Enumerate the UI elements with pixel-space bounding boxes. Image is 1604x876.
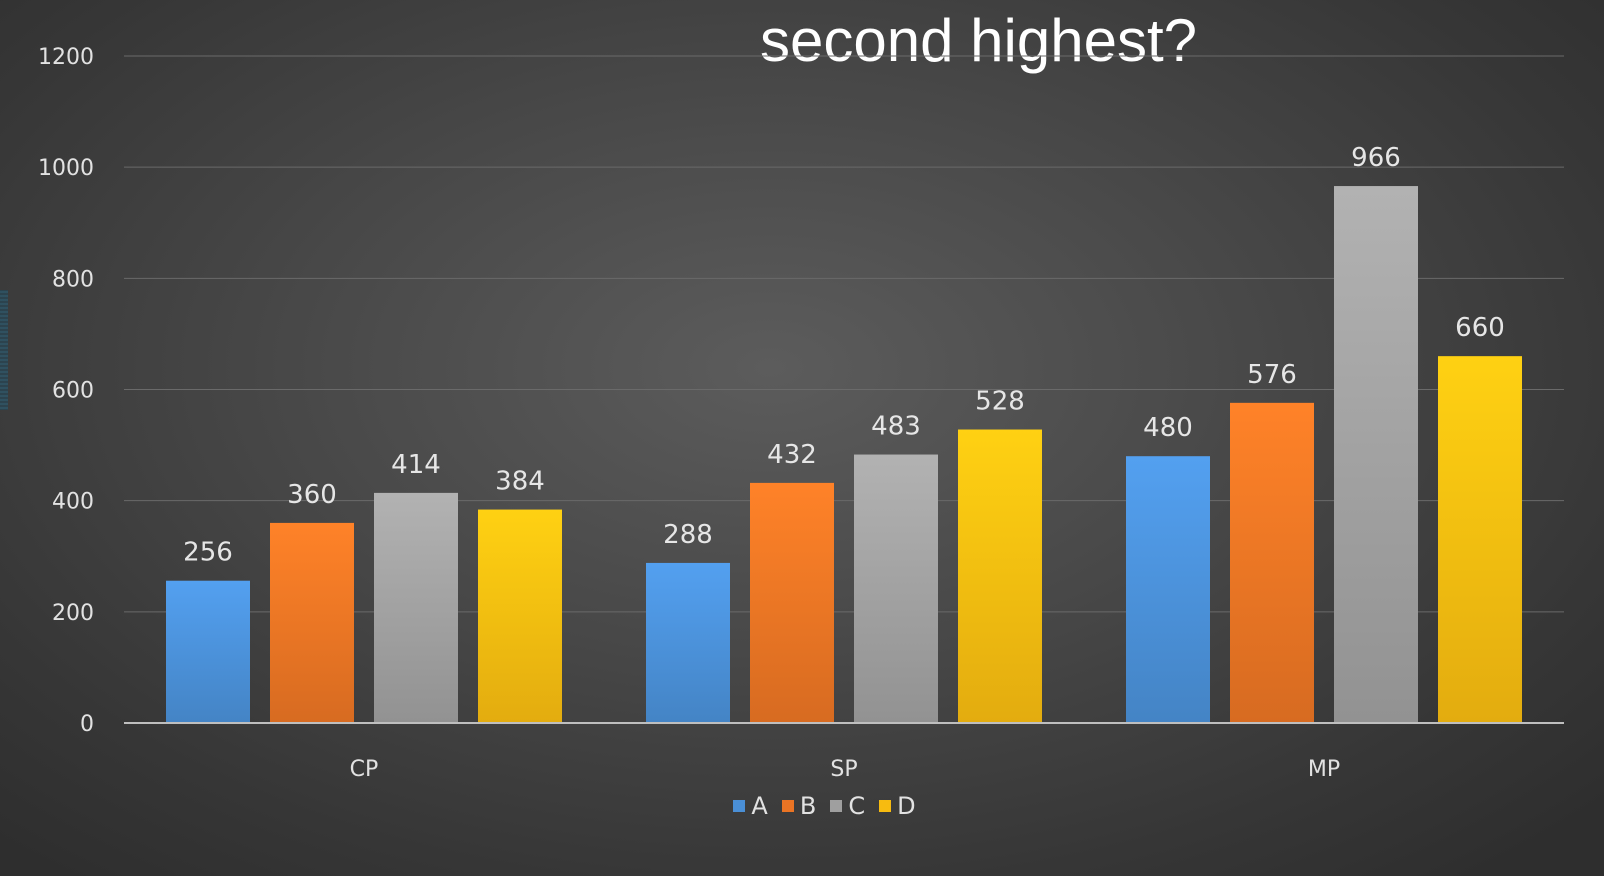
data-label-mp-a: 480: [1143, 413, 1193, 443]
legend-label: D: [897, 792, 916, 820]
data-label-cp-a: 256: [183, 538, 233, 568]
bars: [166, 186, 1522, 723]
data-label-mp-c: 966: [1351, 143, 1401, 173]
legend-item-c: C: [830, 792, 865, 820]
x-axis: CP SP MP: [124, 722, 1564, 782]
legend-label: C: [848, 792, 866, 820]
category-label-cp: CP: [350, 757, 379, 782]
slide-title: second highest?: [760, 7, 1197, 74]
legend-swatch: [781, 800, 794, 812]
y-tick-label: 400: [52, 490, 94, 515]
legend-label: A: [751, 792, 768, 820]
data-label-sp-b: 432: [767, 440, 817, 470]
legend: A B C D: [0, 792, 1604, 820]
bar-mp-b: [1230, 402, 1314, 723]
bar-mp-c: [1334, 186, 1418, 723]
bar-cp-a: [166, 580, 250, 723]
y-tick-label: 600: [52, 379, 94, 404]
legend-item-b: B: [781, 792, 817, 820]
y-tick-label: 1000: [38, 156, 94, 181]
legend-swatch: [733, 800, 746, 812]
bar-cp-c: [374, 492, 458, 723]
bar-sp-d: [958, 429, 1042, 723]
gridlines: [124, 55, 1564, 613]
data-label-cp-d: 384: [495, 467, 545, 497]
legend-swatch: [830, 800, 843, 812]
legend-swatch: [879, 800, 892, 812]
bar-sp-b: [750, 482, 834, 723]
data-label-mp-b: 576: [1247, 360, 1297, 390]
y-axis-ticks: 0 200 400 600 800 1000 1200: [38, 45, 94, 737]
y-tick-label: 1200: [38, 45, 94, 70]
data-labels: 256 360 414 384 288 432 483 528 480 576 966 660: [183, 143, 1505, 568]
bar-sp-c: [854, 454, 938, 723]
data-label-sp-a: 288: [663, 520, 713, 550]
category-label-sp: SP: [830, 757, 857, 782]
bar-mp-d: [1438, 356, 1522, 723]
data-label-sp-c: 483: [871, 412, 921, 442]
y-tick-label: 0: [80, 712, 94, 737]
data-label-sp-d: 528: [975, 387, 1025, 417]
edge-decoration: [0, 290, 8, 410]
category-label-mp: MP: [1308, 757, 1340, 782]
bar-mp-a: [1126, 456, 1210, 723]
data-label-cp-b: 360: [287, 480, 337, 510]
data-label-mp-d: 660: [1455, 313, 1505, 343]
legend-item-d: D: [879, 792, 916, 820]
bar-cp-b: [270, 522, 354, 723]
y-tick-label: 800: [52, 267, 94, 292]
y-tick-label: 200: [52, 601, 94, 626]
legend-item-a: A: [733, 792, 768, 820]
legend-label: B: [799, 792, 817, 820]
bar-sp-a: [646, 562, 730, 723]
data-label-cp-c: 414: [391, 450, 441, 480]
bar-cp-d: [478, 509, 562, 723]
